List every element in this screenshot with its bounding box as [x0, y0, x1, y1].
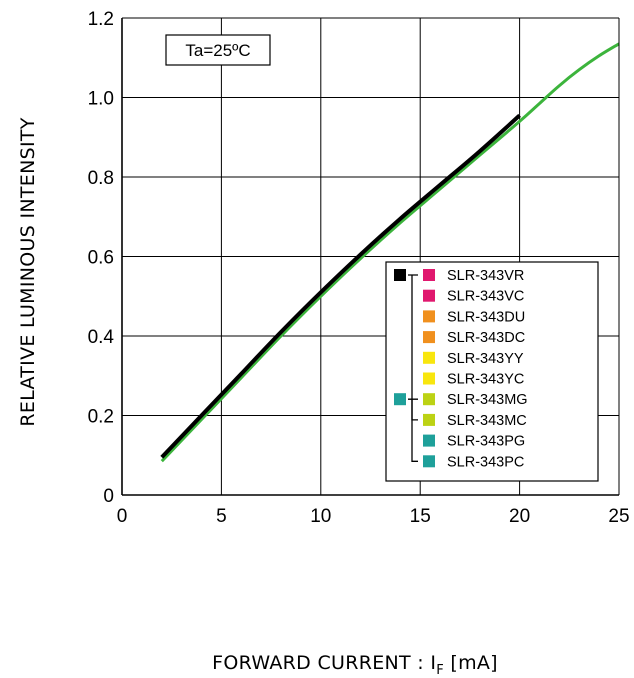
legend-bracket: [408, 274, 418, 421]
x-axis-label-unit: [mA]: [444, 652, 498, 674]
x-tick-label: 20: [509, 506, 530, 527]
legend-label: SLR-343VR: [447, 268, 524, 284]
legend-label: SLR-343YC: [447, 372, 524, 388]
legend-swatch: [423, 393, 435, 406]
annotation-text: Ta=25ºC: [185, 41, 250, 60]
annotation-box: Ta=25ºC: [165, 34, 271, 66]
legend-label: SLR-343MC: [447, 413, 527, 429]
y-tick-label: 0.6: [88, 248, 114, 269]
legend: SLR-343VR SLR-343VC SLR-343DU SLR-343DC SLR-…: [385, 261, 599, 482]
y-tick-label: 0.4: [88, 327, 115, 348]
y-tick-label: 1.2: [88, 9, 114, 30]
legend-swatch: [423, 310, 435, 323]
tick-labels: 0 5 10 15 20 25 0 0.2 0.4 0.6 0.8 1.0 1.2: [88, 9, 630, 527]
legend-label: SLR-343PG: [447, 434, 525, 450]
legend-swatch: [423, 351, 435, 364]
legend-swatch: [423, 372, 435, 385]
series-line-green: [160, 42, 620, 463]
legend-label: SLR-343DC: [447, 330, 525, 346]
legend-group-swatch: [394, 269, 406, 281]
x-tick-label: 10: [310, 506, 331, 527]
x-tick-label: 0: [117, 506, 128, 527]
legend-label: SLR-343VC: [447, 289, 524, 305]
x-axis-label: FORWARD CURRENT : IF [mA]: [212, 652, 498, 678]
legend-swatch: [423, 289, 435, 302]
legend-swatch: [423, 413, 435, 426]
series-line-black: [160, 113, 521, 459]
legend-label: SLR-343MG: [447, 392, 528, 408]
y-tick-label: 1.0: [88, 89, 114, 110]
x-tick-label: 25: [608, 506, 629, 527]
legend-label: SLR-343DU: [447, 309, 525, 325]
legend-swatch: [423, 331, 435, 344]
legend-group-swatch: [394, 393, 406, 406]
plot-frame: [121, 17, 620, 496]
y-axis-label: RELATIVE LUMINOUS INTENSITY: [17, 117, 39, 426]
legend-swatch: [423, 434, 435, 447]
legend-label: SLR-343YY: [447, 351, 524, 367]
y-tick-label: 0.8: [88, 168, 114, 189]
legend-label: SLR-343PC: [447, 454, 524, 470]
legend-bracket: [408, 398, 418, 462]
legend-swatch: [423, 455, 435, 468]
y-tick-label: 0: [103, 486, 114, 507]
annotation-border: [165, 34, 271, 66]
x-axis-label-subscript: F: [436, 663, 444, 678]
legend-box: [385, 261, 599, 482]
x-axis-label-main: FORWARD CURRENT : I: [212, 652, 436, 674]
x-tick-label: 15: [410, 506, 431, 527]
x-tick-label: 5: [216, 506, 227, 527]
legend-swatch: [423, 269, 435, 281]
data-curves: [160, 42, 620, 463]
y-tick-label: 0.2: [88, 407, 114, 428]
